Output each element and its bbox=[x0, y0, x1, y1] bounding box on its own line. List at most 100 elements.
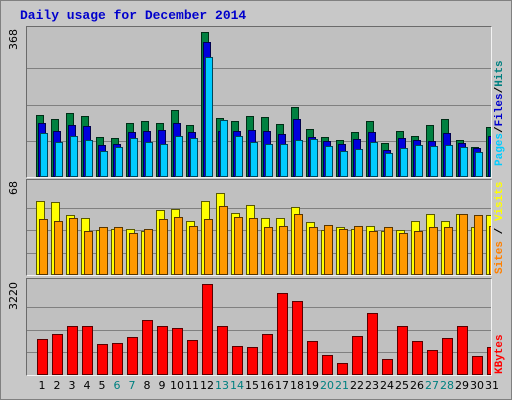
x-tick-day-20: 20 bbox=[320, 379, 334, 392]
x-tick-day-13: 13 bbox=[215, 379, 229, 392]
bar-pages-day-16 bbox=[265, 144, 273, 177]
legend-kbytes-label: KBytes bbox=[494, 334, 506, 374]
bar-kbytes-day-7 bbox=[127, 337, 138, 375]
bar-pages-day-23 bbox=[370, 142, 378, 177]
bar-sites-day-27 bbox=[429, 227, 438, 275]
bar-kbytes-day-23 bbox=[367, 313, 378, 375]
bar-sites-day-11 bbox=[189, 226, 198, 275]
bar-sites-day-5 bbox=[99, 227, 108, 275]
bar-sites-day-18 bbox=[294, 214, 303, 275]
bar-pages-day-19 bbox=[310, 139, 318, 177]
bar-sites-day-16 bbox=[264, 227, 273, 275]
panel-kbytes bbox=[26, 278, 492, 376]
legend-pages-files-hits: Pages/Files/Hits bbox=[494, 60, 506, 166]
x-tick-day-12: 12 bbox=[200, 379, 214, 392]
bar-sites-day-13 bbox=[219, 206, 228, 275]
x-tick-day-31: 31 bbox=[485, 379, 499, 392]
bar-kbytes-day-14 bbox=[232, 346, 243, 375]
bar-pages-day-18 bbox=[295, 140, 303, 177]
x-tick-day-19: 19 bbox=[305, 379, 319, 392]
bar-pages-day-29 bbox=[460, 147, 468, 177]
bar-pages-day-21 bbox=[340, 151, 348, 177]
bar-sites-day-22 bbox=[354, 226, 363, 275]
bar-pages-day-12 bbox=[205, 57, 213, 177]
bar-kbytes-day-6 bbox=[112, 343, 123, 375]
x-tick-day-7: 7 bbox=[128, 379, 136, 392]
bar-sites-day-6 bbox=[114, 227, 123, 275]
bar-kbytes-day-12 bbox=[202, 284, 213, 375]
bar-sites-day-14 bbox=[234, 217, 243, 275]
bar-sites-day-20 bbox=[324, 225, 333, 275]
chart-title: Daily usage for December 2014 bbox=[20, 8, 247, 23]
bar-sites-day-26 bbox=[414, 231, 423, 275]
bar-sites-day-19 bbox=[309, 227, 318, 275]
bar-pages-day-9 bbox=[160, 144, 168, 177]
panel-sites-visits bbox=[26, 179, 492, 276]
bar-pages-day-17 bbox=[280, 144, 288, 177]
x-tick-day-22: 22 bbox=[350, 379, 364, 392]
bar-pages-day-8 bbox=[145, 142, 153, 177]
bar-pages-day-14 bbox=[235, 136, 243, 177]
bar-sites-day-21 bbox=[339, 229, 348, 275]
sites-visits-plot bbox=[27, 193, 491, 275]
bar-kbytes-day-21 bbox=[337, 363, 348, 375]
bar-sites-day-2 bbox=[54, 221, 63, 275]
y-max-label-visits: 68 bbox=[7, 181, 20, 195]
bar-sites-day-24 bbox=[384, 227, 393, 275]
x-tick-day-27: 27 bbox=[425, 379, 439, 392]
bar-kbytes-day-29 bbox=[457, 326, 468, 375]
x-tick-day-14: 14 bbox=[230, 379, 244, 392]
bar-kbytes-day-25 bbox=[397, 326, 408, 375]
bar-pages-day-28 bbox=[445, 145, 453, 177]
bar-kbytes-day-19 bbox=[307, 341, 318, 375]
bar-kbytes-day-3 bbox=[67, 326, 78, 375]
kbytes-plot bbox=[27, 284, 491, 375]
bar-pages-day-13 bbox=[220, 120, 228, 177]
x-tick-day-8: 8 bbox=[143, 379, 151, 392]
bar-sites-day-23 bbox=[369, 231, 378, 275]
bar-kbytes-day-16 bbox=[262, 334, 273, 375]
x-tick-day-26: 26 bbox=[410, 379, 424, 392]
bar-sites-day-29 bbox=[459, 214, 468, 275]
bar-kbytes-day-4 bbox=[82, 326, 93, 375]
bar-sites-day-12 bbox=[204, 219, 213, 275]
bar-kbytes-day-9 bbox=[157, 326, 168, 375]
x-axis: 1 2 3 4 5 6 7 8 9 10 11 12 13 14 15 16 17 18 19 20 21 22 23 24 2… bbox=[26, 379, 500, 393]
x-tick-day-17: 17 bbox=[275, 379, 289, 392]
pages-files-hits-plot bbox=[27, 32, 491, 177]
bar-kbytes-day-27 bbox=[427, 350, 438, 375]
x-tick-day-23: 23 bbox=[365, 379, 379, 392]
bar-pages-day-6 bbox=[115, 147, 123, 177]
legend-hits: Hits bbox=[494, 60, 506, 87]
x-tick-day-16: 16 bbox=[260, 379, 274, 392]
bar-kbytes-day-20 bbox=[322, 355, 333, 375]
legend-kbytes: KBytes bbox=[494, 278, 508, 374]
x-tick-day-30: 30 bbox=[470, 379, 484, 392]
bar-kbytes-day-15 bbox=[247, 347, 258, 375]
y-max-label-kbytes: 3220 bbox=[7, 282, 20, 310]
bar-pages-day-5 bbox=[100, 151, 108, 177]
x-tick-day-3: 3 bbox=[68, 379, 76, 392]
bar-pages-day-2 bbox=[55, 142, 63, 177]
legend-visits: Visits bbox=[494, 181, 506, 222]
x-tick-day-9: 9 bbox=[158, 379, 166, 392]
bar-kbytes-day-13 bbox=[217, 326, 228, 375]
bar-pages-day-31 bbox=[490, 144, 491, 177]
x-tick-day-11: 11 bbox=[185, 379, 199, 392]
bar-pages-day-22 bbox=[355, 149, 363, 177]
x-tick-day-5: 5 bbox=[98, 379, 106, 392]
panel-pages-files-hits bbox=[26, 26, 492, 178]
legend-pages: Pages bbox=[494, 132, 506, 166]
bar-kbytes-day-28 bbox=[442, 338, 453, 375]
bar-pages-day-27 bbox=[430, 146, 438, 177]
bar-sites-day-1 bbox=[39, 219, 48, 275]
bar-sites-day-17 bbox=[279, 226, 288, 275]
bar-kbytes-day-8 bbox=[142, 320, 153, 375]
bar-pages-day-15 bbox=[250, 142, 258, 177]
bar-kbytes-day-10 bbox=[172, 328, 183, 375]
bar-pages-day-10 bbox=[175, 136, 183, 177]
bar-pages-day-4 bbox=[85, 140, 93, 177]
bar-sites-day-4 bbox=[84, 231, 93, 275]
x-tick-day-28: 28 bbox=[440, 379, 454, 392]
x-tick-day-6: 6 bbox=[113, 379, 121, 392]
